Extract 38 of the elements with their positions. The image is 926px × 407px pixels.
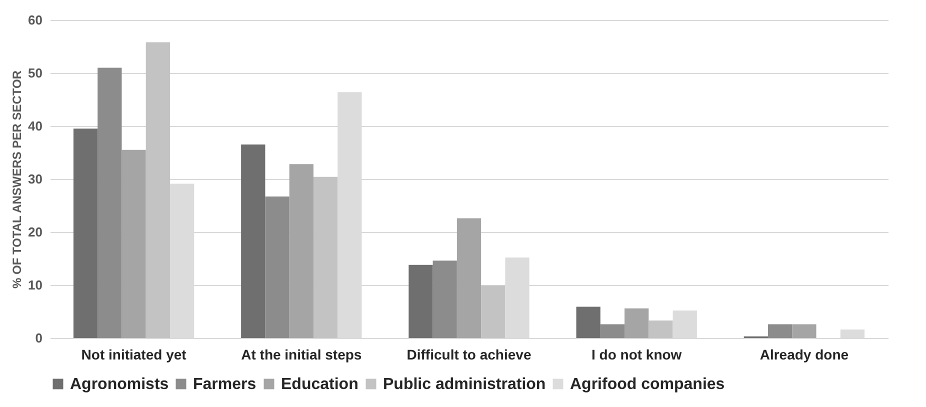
bar bbox=[768, 324, 792, 338]
y-tick-label: 60 bbox=[28, 12, 42, 28]
bar bbox=[672, 310, 697, 338]
y-tick-label: 10 bbox=[28, 278, 42, 292]
bar bbox=[146, 42, 170, 338]
bar bbox=[98, 68, 122, 338]
bar bbox=[648, 320, 673, 338]
bar bbox=[481, 286, 506, 338]
y-tick-label: 20 bbox=[28, 224, 42, 240]
y-tick-label: 0 bbox=[35, 330, 42, 346]
bar bbox=[576, 306, 600, 338]
x-tick-label: Difficult to achieve bbox=[406, 346, 532, 362]
y-tick-label: 40 bbox=[28, 118, 42, 134]
bar bbox=[432, 260, 457, 338]
y-axis-title: % OF TOTAL ANSWERS PER SECTOR bbox=[10, 70, 24, 289]
bar bbox=[456, 218, 482, 338]
x-tick-label: I do not know bbox=[591, 346, 682, 362]
y-tick-label: 30 bbox=[28, 172, 42, 186]
bar bbox=[289, 164, 314, 338]
y-tick-label: 50 bbox=[28, 66, 42, 80]
bar bbox=[122, 150, 146, 338]
bar bbox=[624, 308, 649, 338]
legend-label: Agrifood companies bbox=[570, 376, 725, 393]
bar bbox=[408, 264, 433, 338]
legend-label: Public administration bbox=[383, 376, 546, 393]
bar bbox=[73, 128, 98, 338]
bar bbox=[840, 330, 865, 338]
bar bbox=[600, 324, 625, 338]
x-tick-label: At the initial steps bbox=[241, 346, 362, 362]
x-tick-label: Already done bbox=[760, 346, 849, 362]
x-tick-label: Not initiated yet bbox=[81, 346, 187, 362]
bar bbox=[313, 176, 338, 338]
bar bbox=[792, 324, 816, 338]
legend-label: Agronomists bbox=[70, 376, 169, 393]
legend-label: Education bbox=[281, 376, 358, 393]
bar bbox=[265, 196, 290, 338]
bar bbox=[241, 144, 266, 338]
legend-label: Farmers bbox=[193, 376, 256, 393]
